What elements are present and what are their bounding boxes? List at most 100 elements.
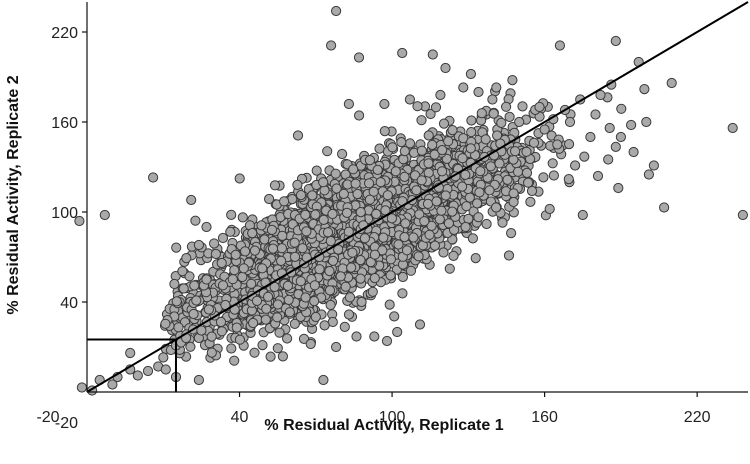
data-point bbox=[343, 98, 354, 110]
data-point bbox=[399, 171, 410, 182]
data-point bbox=[300, 292, 311, 303]
data-point bbox=[266, 224, 278, 235]
data-point bbox=[324, 285, 336, 296]
data-point bbox=[188, 308, 199, 320]
data-point bbox=[727, 122, 738, 134]
data-point bbox=[331, 341, 342, 353]
threshold-box bbox=[87, 338, 177, 392]
data-point bbox=[289, 318, 300, 329]
data-point bbox=[148, 172, 159, 183]
data-point bbox=[169, 278, 180, 290]
data-point bbox=[437, 166, 448, 177]
x-tick-label: -20 bbox=[36, 409, 59, 426]
data-point bbox=[282, 333, 293, 344]
data-point bbox=[318, 374, 329, 386]
data-point bbox=[325, 236, 336, 247]
data-point bbox=[216, 257, 227, 269]
data-point bbox=[237, 212, 248, 223]
data-point bbox=[413, 251, 424, 262]
data-point bbox=[564, 116, 576, 128]
data-point bbox=[282, 280, 293, 291]
data-point bbox=[538, 172, 549, 183]
data-point bbox=[371, 208, 382, 220]
data-point bbox=[261, 303, 272, 314]
data-point bbox=[509, 146, 521, 157]
data-point bbox=[488, 108, 499, 119]
data-point bbox=[577, 209, 588, 221]
data-point bbox=[272, 312, 283, 323]
data-point bbox=[217, 232, 229, 244]
data-point bbox=[481, 218, 492, 230]
data-point bbox=[382, 190, 393, 201]
data-point bbox=[379, 126, 390, 137]
data-point bbox=[525, 196, 536, 207]
data-point bbox=[427, 49, 438, 60]
data-point bbox=[310, 209, 321, 220]
data-point bbox=[476, 108, 487, 119]
data-point bbox=[346, 262, 357, 273]
data-point bbox=[351, 331, 362, 342]
data-point bbox=[238, 263, 249, 274]
data-point bbox=[107, 379, 118, 390]
data-point bbox=[424, 229, 435, 240]
data-point bbox=[257, 340, 268, 351]
data-point bbox=[318, 214, 329, 225]
data-point bbox=[309, 296, 320, 307]
data-point bbox=[240, 246, 251, 257]
data-point bbox=[355, 207, 366, 218]
data-point bbox=[397, 288, 408, 299]
data-point bbox=[434, 214, 445, 225]
data-point bbox=[514, 116, 525, 128]
data-point bbox=[191, 295, 202, 306]
data-point bbox=[201, 221, 212, 233]
data-point bbox=[429, 149, 440, 160]
data-point bbox=[457, 181, 468, 192]
data-point bbox=[508, 154, 519, 165]
data-point bbox=[171, 296, 182, 307]
data-point bbox=[423, 167, 434, 178]
data-point bbox=[378, 232, 389, 243]
data-point bbox=[330, 168, 341, 179]
data-point bbox=[465, 68, 476, 80]
data-point bbox=[193, 374, 204, 386]
data-point bbox=[190, 215, 201, 226]
data-point bbox=[534, 101, 545, 113]
data-point bbox=[350, 178, 361, 189]
data-point bbox=[369, 249, 380, 260]
data-point bbox=[659, 202, 670, 213]
data-point bbox=[269, 180, 281, 191]
data-point bbox=[210, 248, 221, 260]
y-tick-label: -20 bbox=[55, 415, 78, 432]
data-point bbox=[448, 250, 459, 261]
data-point bbox=[408, 232, 419, 243]
data-point bbox=[643, 169, 655, 180]
data-point bbox=[301, 226, 312, 237]
data-point bbox=[354, 110, 365, 121]
data-point bbox=[521, 146, 532, 157]
data-point bbox=[491, 82, 502, 93]
data-point bbox=[401, 245, 413, 256]
data-point bbox=[289, 237, 300, 248]
data-point bbox=[355, 255, 366, 266]
data-point bbox=[504, 111, 515, 123]
data-point bbox=[485, 161, 496, 172]
data-point bbox=[347, 247, 358, 258]
data-point bbox=[300, 209, 311, 220]
data-point bbox=[412, 101, 423, 112]
data-point bbox=[414, 319, 426, 330]
data-point bbox=[319, 320, 330, 331]
data-point bbox=[377, 245, 388, 256]
data-point bbox=[610, 35, 621, 47]
data-point bbox=[132, 370, 143, 381]
data-point bbox=[256, 220, 267, 231]
data-point bbox=[348, 164, 359, 175]
data-point bbox=[470, 253, 481, 264]
data-point bbox=[74, 215, 85, 227]
y-tick-label: 160 bbox=[51, 115, 78, 132]
data-point bbox=[364, 194, 375, 205]
data-point bbox=[386, 213, 397, 224]
data-point bbox=[249, 347, 260, 358]
data-point bbox=[359, 233, 370, 244]
data-point bbox=[276, 243, 287, 254]
